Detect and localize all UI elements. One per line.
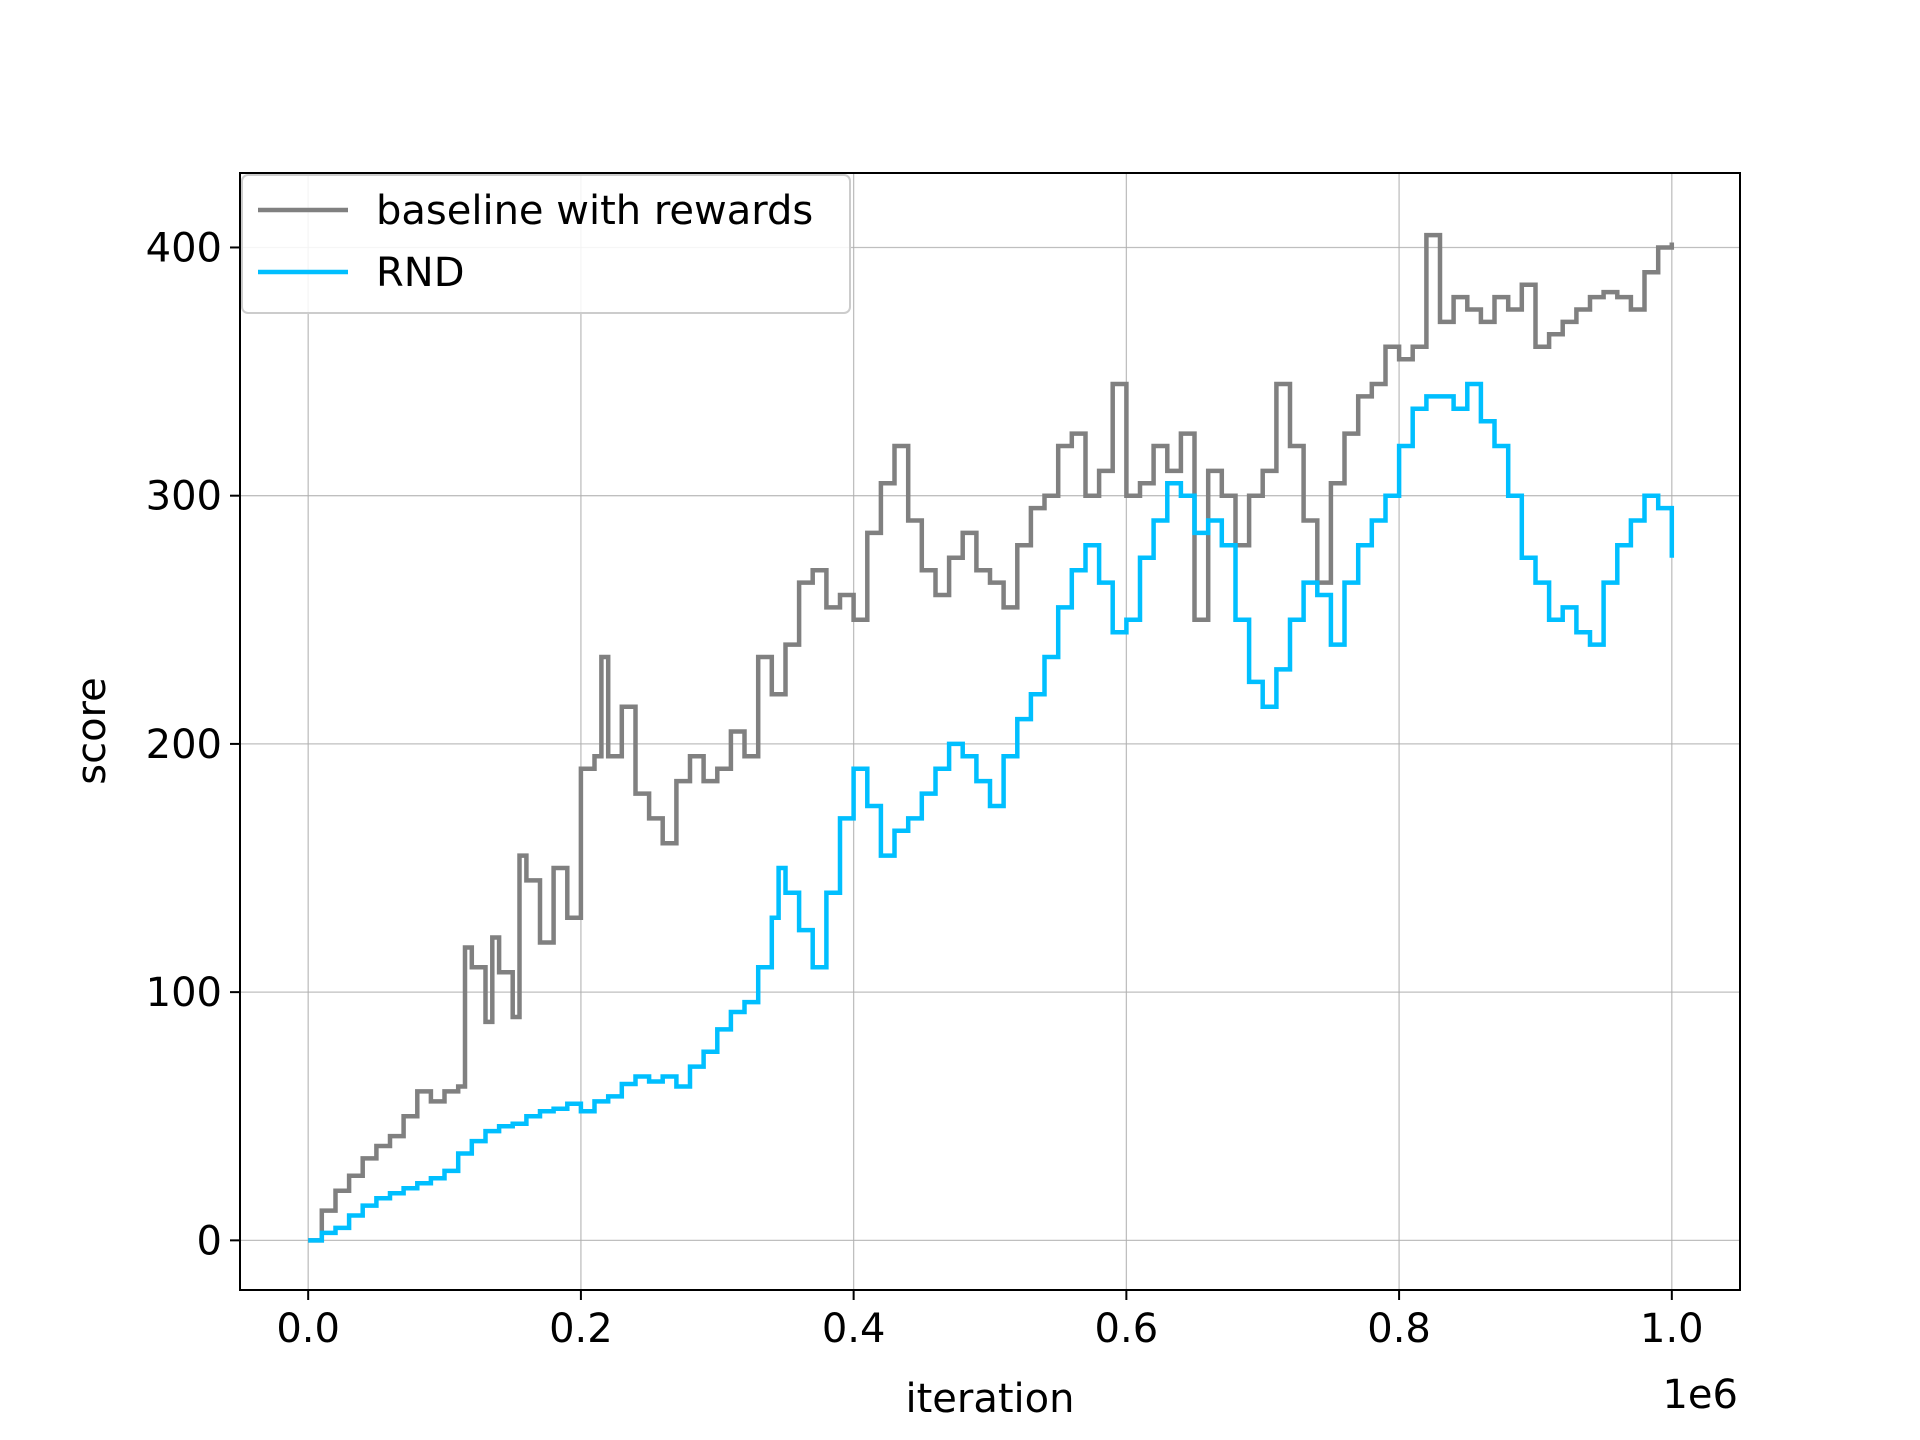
x-tick-label: 0.8	[1367, 1306, 1431, 1352]
legend: baseline with rewards RND	[241, 174, 851, 314]
series-line-baseline	[308, 232, 1675, 1243]
x-tick-label: 1.0	[1640, 1306, 1704, 1352]
legend-label-baseline: baseline with rewards	[376, 188, 813, 234]
grid-lines	[240, 173, 1740, 1290]
legend-box	[241, 174, 851, 314]
x-tick-label: 0.0	[276, 1306, 340, 1352]
series-line-rnd	[308, 381, 1675, 1243]
y-tick-label: 200	[146, 722, 222, 768]
x-tick-label: 0.6	[1095, 1306, 1159, 1352]
x-axis-offset-label: 1e6	[1662, 1372, 1738, 1418]
y-axis-label: score	[69, 677, 115, 784]
y-tick-label: 100	[146, 970, 222, 1016]
y-tick-label: 0	[197, 1218, 222, 1264]
x-tick-label: 0.2	[549, 1306, 613, 1352]
legend-label-rnd: RND	[376, 250, 465, 296]
x-axis-label: iteration	[906, 1376, 1075, 1422]
x-tick-label: 0.4	[822, 1306, 886, 1352]
y-tick-label: 300	[146, 474, 222, 520]
y-tick-label: 400	[146, 225, 222, 271]
axis-ticks: 0.0 0.2 0.4 0.6 0.8 1.0 0 100 200 300 400	[146, 225, 1704, 1352]
series-lines	[308, 232, 1675, 1243]
plot-frame	[239, 172, 1741, 1291]
